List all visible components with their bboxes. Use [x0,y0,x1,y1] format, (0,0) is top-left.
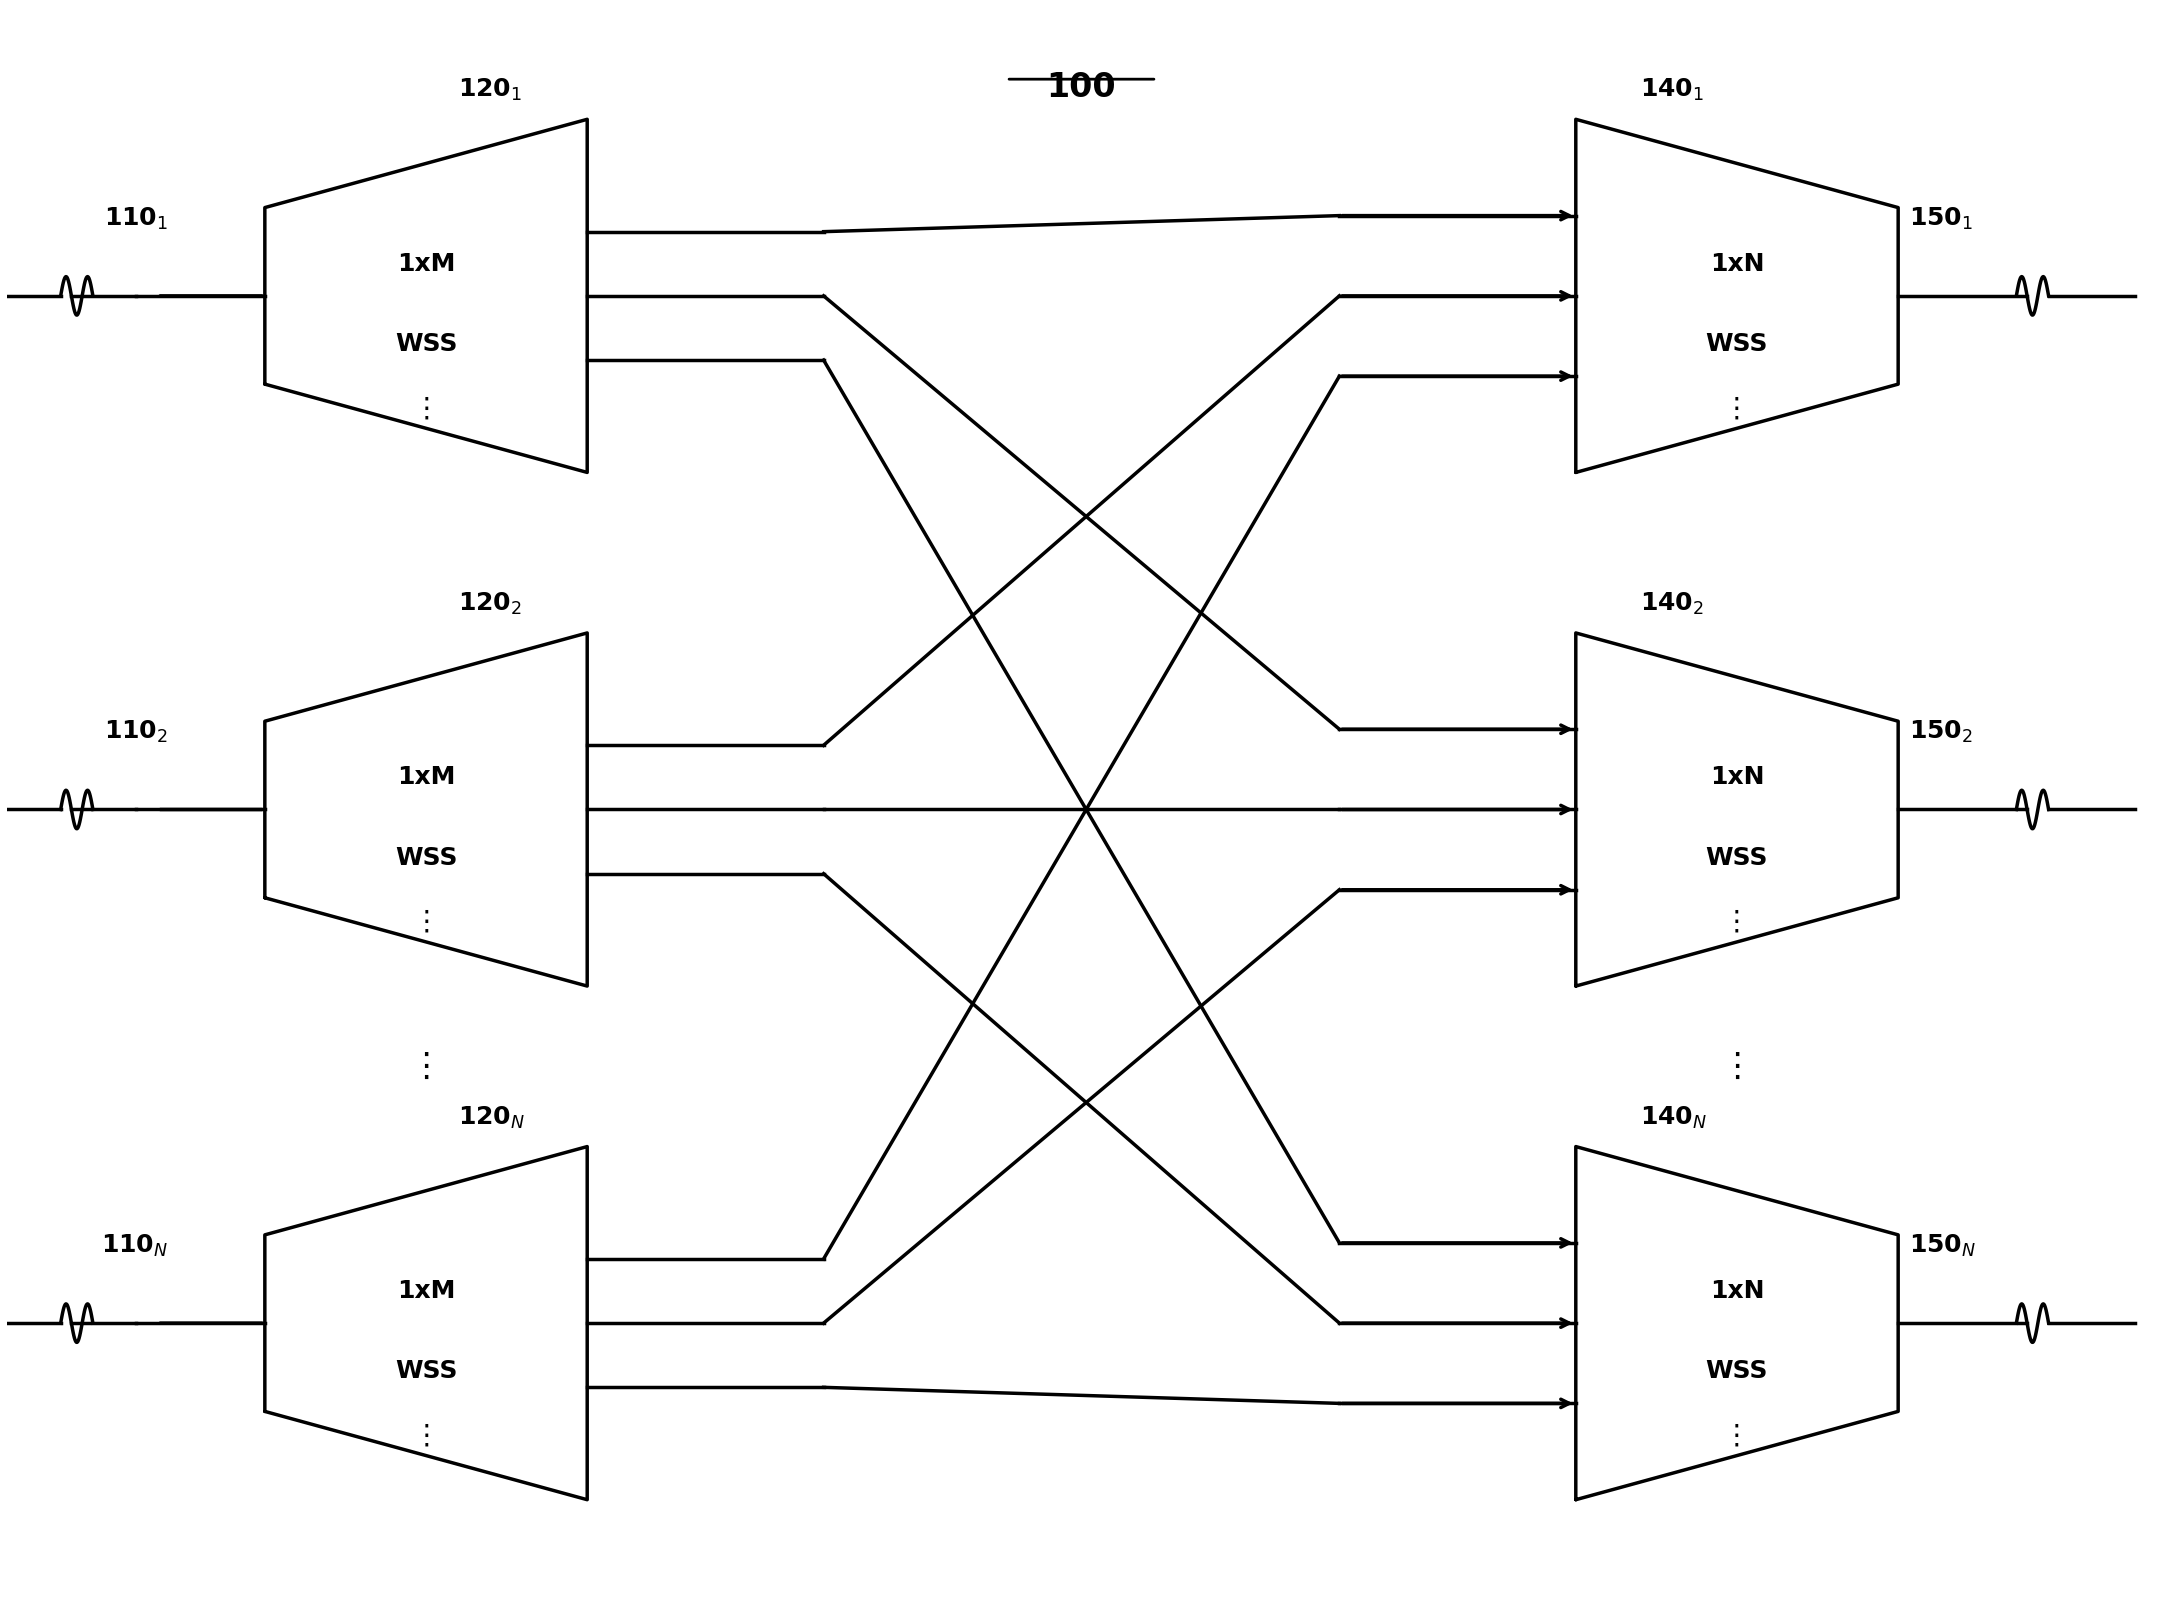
Text: 1xN: 1xN [1709,253,1765,275]
Text: 1xN: 1xN [1709,1279,1765,1303]
Text: 100: 100 [1047,71,1116,104]
Text: WSS: WSS [396,332,456,356]
Text: 120$_N$: 120$_N$ [459,1104,526,1130]
Text: 140$_1$: 140$_1$ [1640,78,1704,104]
Text: 110$_N$: 110$_N$ [102,1232,169,1260]
Text: 120$_1$: 120$_1$ [459,78,521,104]
Text: 120$_2$: 120$_2$ [459,591,521,617]
Text: ⋮: ⋮ [1720,1049,1754,1083]
Text: ⋮: ⋮ [1724,393,1750,423]
Text: WSS: WSS [1707,1360,1767,1383]
Text: WSS: WSS [1707,332,1767,356]
Text: WSS: WSS [396,845,456,869]
Text: ⋮: ⋮ [413,1421,439,1449]
Text: 150$_2$: 150$_2$ [1910,719,1973,745]
Text: 1xM: 1xM [396,253,454,275]
Text: 140$_N$: 140$_N$ [1640,1104,1707,1130]
Text: 1xM: 1xM [396,766,454,790]
Text: ⋮: ⋮ [413,393,439,423]
Text: WSS: WSS [396,1360,456,1383]
Text: ⋮: ⋮ [413,908,439,936]
Text: WSS: WSS [1707,845,1767,869]
Text: ⋮: ⋮ [409,1049,443,1083]
Text: 140$_2$: 140$_2$ [1640,591,1704,617]
Text: 110$_1$: 110$_1$ [104,206,169,232]
Text: 1xM: 1xM [396,1279,454,1303]
Text: ⋮: ⋮ [1724,908,1750,936]
Text: ⋮: ⋮ [1724,1421,1750,1449]
Text: 150$_N$: 150$_N$ [1910,1232,1977,1260]
Text: 110$_2$: 110$_2$ [104,719,169,745]
Text: 150$_1$: 150$_1$ [1910,206,1973,232]
Text: 1xN: 1xN [1709,766,1765,790]
